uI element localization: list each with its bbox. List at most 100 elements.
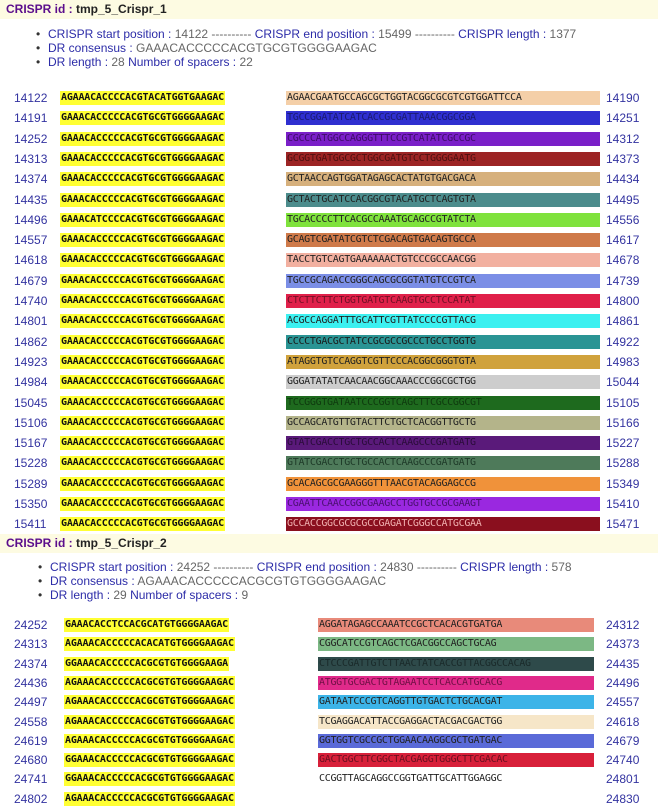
row-start-position: 15106 [14,416,48,430]
position-separator: ---------- [208,27,255,41]
row-end-position: 14800 [606,294,640,308]
dr-length-label: DR length : [48,55,112,69]
row-end-position: 24373 [606,637,640,651]
row-start-position: 24436 [14,676,48,690]
crispr-header: CRISPR id : tmp_5_Crispr_2 [0,534,658,553]
crispr-position-line: CRISPR start position : 14122 ----------… [34,27,576,41]
crispr-id-value: tmp_5_Crispr_2 [76,536,167,550]
spacer-sequence: ATGGTGCGACTGTAGAATCCTCACCATGCACG [318,676,594,690]
end-position-value: 15499 [378,27,412,41]
direct-repeat: GAAACACCCCCACGTGCGTGGGGAAGAC [60,152,225,166]
direct-repeat: AGAAACACCCCCACGCGTGTGGGGAAGAC [64,734,235,748]
spacer-sequence: TCGAGGACATTACCGAGGACTACGACGACTGG [318,715,594,729]
row-start-position: 14679 [14,274,48,288]
row-end-position: 24830 [606,792,640,806]
position-separator: ---------- [411,27,459,41]
direct-repeat: GAAACACCCCCACGTGCGTGGGGAAGAC [60,294,225,308]
spacer-sequence: CTCTTCTTCTGGTGATGTCAAGTGCCTCCATAT [286,294,600,308]
direct-repeat: GAAACACCCCCACGTGCGTGGGGAAGAC [60,517,225,531]
spacer-sequence: GCGGTGATGGCGCTGGCGATGTCCTGGGGAATG [286,152,600,166]
spacer-sequence: TACCTGTCAGTGAAAAAACTGTCCCGCCAACGG [286,253,600,267]
crispr-length-label: CRISPR length : [458,27,550,41]
row-end-position: 14922 [606,335,640,349]
spacer-sequence: GCTACTGCATCCACGGCGTACATGCTCAGTGTA [286,193,600,207]
direct-repeat: GAAACACCCCCACGTGCGTGGGGAAGAC [60,416,225,430]
row-end-position: 24618 [606,715,640,729]
row-start-position: 24558 [14,715,48,729]
crispr-info-list: CRISPR start position : 14122 ----------… [34,27,576,69]
spacer-sequence: GGGATATATCAACAACGGCAAACCCGGCGCTGG [286,375,600,389]
direct-repeat: GAAACACCTCCACGCATGTGGGGAAGAC [64,618,229,632]
row-start-position: 14557 [14,233,48,247]
start-position-value: 24252 [176,560,211,574]
row-start-position: 14435 [14,193,48,207]
spacer-sequence: GATAATCCCGTCAGGTTGTGACTCTGCACGAT [318,695,594,709]
row-end-position: 24679 [606,734,640,748]
spacer-sequence: CGGCATCCGTCAGCTCGACGGCCAGCTGCAG [318,637,594,651]
dr-consensus-label: DR consensus : [48,41,137,55]
crispr-info-list: CRISPR start position : 24252 ----------… [36,560,572,602]
dr-consensus-value: GAAACACCCCCACGTGCGTGGGGAAGAC [136,41,377,55]
row-start-position: 14496 [14,213,48,227]
row-end-position: 15288 [606,456,640,470]
direct-repeat: GAAACACCCCCACGTGCGTGGGGAAGAC [60,335,225,349]
row-end-position: 14190 [606,91,640,105]
direct-repeat: GGAAACACCCCCACGCGTGTGGGGAAGAC [64,772,235,786]
spacer-sequence: TGCCGGATATCATCACCGCGATTAAACGGCGGA [286,111,600,125]
row-start-position: 14984 [14,375,48,389]
row-start-position: 14862 [14,335,48,349]
crispr-id-label: CRISPR id : [6,536,77,550]
row-end-position: 14312 [606,132,640,146]
row-end-position: 14251 [606,111,640,125]
row-start-position: 14618 [14,253,48,267]
row-start-position: 14801 [14,314,48,328]
row-end-position: 15227 [606,436,640,450]
crispr-length-label: CRISPR length : [460,560,552,574]
row-start-position: 24497 [14,695,48,709]
spacers-count-value: 22 [239,55,253,69]
spacer-sequence: TCCGGGTGATAATCCCGGTCAGCTTCGCCGGCGT [286,396,600,410]
row-end-position: 14434 [606,172,640,186]
dr-length-label: DR length : [50,588,114,602]
row-start-position: 14252 [14,132,48,146]
direct-repeat: AGAAACACCCCCACACATGTGGGGAAGAC [64,637,235,651]
row-end-position: 14495 [606,193,640,207]
row-end-position: 24496 [606,676,640,690]
direct-repeat: GAAACACCCCCACGTGCGTGGGGAAGAC [60,253,225,267]
row-end-position: 14678 [606,253,640,267]
row-start-position: 14923 [14,355,48,369]
row-end-position: 15471 [606,517,640,531]
dr-length-value: 29 [113,588,127,602]
row-end-position: 15105 [606,396,640,410]
spacers-count-label: Number of spacers : [128,55,240,69]
row-end-position: 24801 [606,772,640,786]
spacer-sequence: TGCACCCCTTCACGCCAAATGCAGCCGTATCTA [286,213,600,227]
row-start-position: 24741 [14,772,48,786]
start-position-label: CRISPR start position : [50,560,177,574]
spacer-sequence: CGAATTCAACCGGCGAAGCCTGGTGCCGCGAAGT [286,497,600,511]
start-position-value: 14122 [174,27,209,41]
direct-repeat: GGAAACACCCCCACGCGTGTGGGGAAGA [64,657,229,671]
spacer-sequence: GTATCGACCTGCTGCCACTCAAGCCCGATGATG [286,436,600,450]
direct-repeat: AGAAACACCCCCACGCGTGTGGGGAAGAC [64,695,235,709]
spacer-sequence: CTCCCGATTGTCTTAACTATCACCGTTACGGCCACAG [318,657,594,671]
direct-repeat: GAAACACCCCCACGTGCGTGGGGAAGAC [60,477,225,491]
row-end-position: 24740 [606,753,640,767]
spacer-sequence: GCAGTCGATATCGTCTCGACAGTGACAGTGCCA [286,233,600,247]
row-start-position: 15350 [14,497,48,511]
row-start-position: 24252 [14,618,48,632]
row-start-position: 15167 [14,436,48,450]
row-end-position: 24435 [606,657,640,671]
end-position-label: CRISPR end position : [254,27,379,41]
direct-repeat: GAAACACCCCCACGTGCGTGGGGAAGAC [60,233,225,247]
row-end-position: 14373 [606,152,640,166]
crispr-position-line: CRISPR start position : 24252 ----------… [36,560,572,574]
end-position-label: CRISPR end position : [256,560,381,574]
crispr-header: CRISPR id : tmp_5_Crispr_1 [0,0,658,19]
row-end-position: 15044 [606,375,640,389]
row-start-position: 14191 [14,111,48,125]
row-start-position: 15289 [14,477,48,491]
direct-repeat: AGAAACACCCCACGTACATGGTGAAGAC [60,91,225,105]
spacer-sequence: GACTGGCTTCGGCTACGAGGTGGGCTTCGACAC [318,753,594,767]
start-position-label: CRISPR start position : [48,27,175,41]
